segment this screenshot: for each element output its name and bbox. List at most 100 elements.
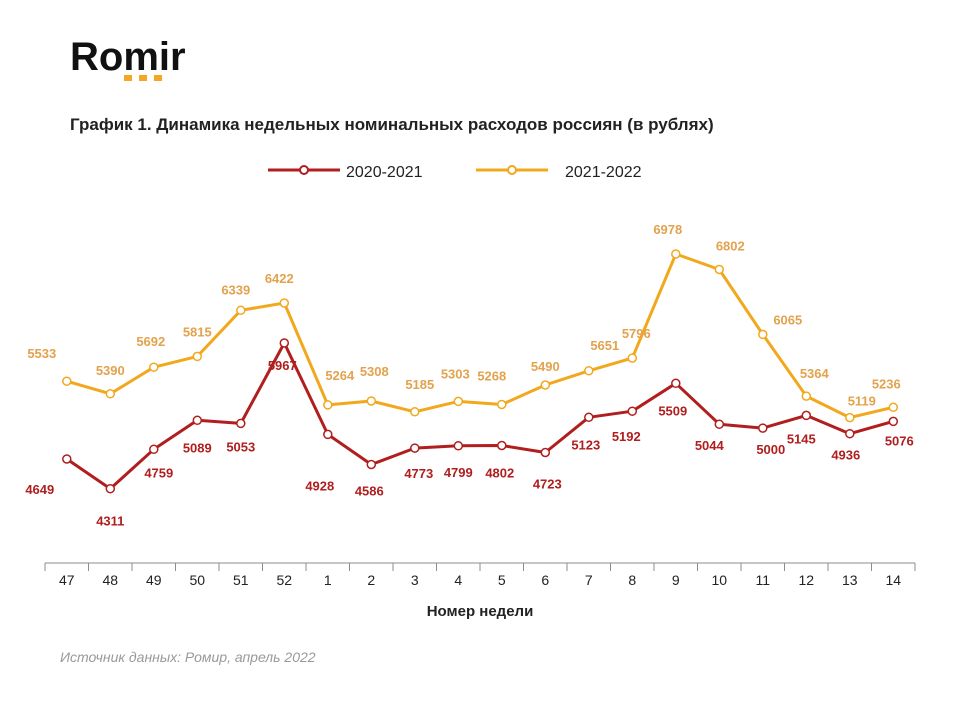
data-point bbox=[714, 264, 725, 275]
data-point bbox=[888, 402, 899, 413]
data-label: 6978 bbox=[653, 222, 682, 237]
legend-label-2021-2022: 2021-2022 bbox=[565, 164, 642, 181]
x-tick-label: 50 bbox=[189, 572, 205, 588]
data-label: 6065 bbox=[773, 312, 802, 327]
x-axis-title: Номер недели bbox=[427, 603, 534, 620]
series-layer: 4649 4311 4759 5089 5053 5967 4928 4586 4773 4799… bbox=[25, 222, 913, 529]
data-point bbox=[149, 444, 159, 455]
x-tick-label: 14 bbox=[885, 572, 901, 588]
data-label: 5490 bbox=[531, 359, 560, 374]
data-point bbox=[671, 378, 681, 389]
data-point bbox=[671, 249, 681, 259]
data-point bbox=[323, 400, 333, 410]
x-tick-label: 7 bbox=[585, 572, 593, 588]
data-point bbox=[714, 419, 725, 429]
data-label: 6339 bbox=[221, 282, 250, 297]
data-label: 5076 bbox=[885, 433, 914, 448]
x-tick-label: 2 bbox=[367, 572, 375, 588]
x-tick-label: 8 bbox=[628, 572, 636, 588]
data-label: 4586 bbox=[355, 484, 384, 499]
data-label: 5651 bbox=[590, 338, 619, 353]
x-tick-label: 10 bbox=[711, 572, 727, 588]
data-point bbox=[584, 366, 594, 376]
logo-dot bbox=[139, 75, 147, 81]
data-label: 4311 bbox=[96, 514, 124, 529]
data-label: 5123 bbox=[571, 437, 600, 452]
x-tick-label: 6 bbox=[541, 572, 549, 588]
data-label: 5364 bbox=[800, 366, 830, 381]
data-point bbox=[62, 454, 72, 464]
data-label: 4723 bbox=[533, 477, 562, 492]
data-label: 4773 bbox=[404, 466, 433, 481]
data-label: 4936 bbox=[831, 448, 860, 463]
data-point bbox=[192, 415, 203, 426]
data-label: 5000 bbox=[756, 442, 785, 457]
data-label: 5308 bbox=[360, 364, 389, 379]
data-point bbox=[323, 429, 333, 440]
x-tick-label: 3 bbox=[411, 572, 419, 588]
data-point bbox=[453, 441, 464, 451]
data-label: 5185 bbox=[405, 377, 434, 392]
logo-text: Romir bbox=[70, 35, 186, 79]
data-label: 5089 bbox=[183, 440, 212, 455]
series-line bbox=[65, 341, 894, 491]
data-point bbox=[758, 423, 768, 433]
data-point bbox=[149, 362, 159, 372]
logo-dot bbox=[124, 75, 132, 81]
x-tick-label: 9 bbox=[672, 572, 680, 588]
data-point bbox=[62, 376, 72, 386]
data-label: 5967 bbox=[268, 358, 297, 373]
data-point bbox=[453, 396, 464, 407]
data-label: 5796 bbox=[622, 326, 651, 341]
x-tick-label: 48 bbox=[102, 572, 118, 588]
data-point bbox=[105, 389, 116, 399]
data-point bbox=[410, 407, 420, 417]
data-label: 5303 bbox=[441, 366, 470, 381]
legend-marker-2021-2022 bbox=[507, 165, 517, 175]
data-point bbox=[366, 396, 377, 406]
x-tick-label: 12 bbox=[798, 572, 814, 588]
data-point bbox=[236, 418, 246, 429]
legend-item-2020-2021: 2020-2021 bbox=[268, 164, 423, 181]
data-point bbox=[410, 443, 420, 453]
data-label: 5268 bbox=[477, 369, 506, 384]
x-tick-label: 5 bbox=[498, 572, 506, 588]
x-tick-label: 51 bbox=[233, 572, 249, 588]
data-point bbox=[540, 447, 551, 458]
legend-item-2021-2022: 2021-2022 bbox=[476, 164, 642, 181]
data-label: 5053 bbox=[226, 439, 255, 454]
data-label: 5533 bbox=[27, 346, 56, 361]
data-point bbox=[366, 459, 377, 470]
logo-dot bbox=[154, 75, 162, 81]
legend-label-2020-2021: 2020-2021 bbox=[346, 164, 423, 181]
data-label: 5119 bbox=[848, 394, 876, 409]
data-point bbox=[497, 399, 507, 410]
data-label: 5692 bbox=[136, 334, 165, 349]
data-label: 4799 bbox=[444, 465, 473, 480]
data-label: 5192 bbox=[612, 429, 641, 444]
series-2021-2022: 5533 5390 5692 5815 6339 6422 5264 5308 5185 5303… bbox=[27, 222, 901, 423]
data-label: 4928 bbox=[305, 478, 334, 493]
x-tick-label: 11 bbox=[755, 572, 770, 588]
data-label: 4649 bbox=[25, 482, 54, 497]
data-point bbox=[540, 380, 551, 390]
data-point bbox=[105, 483, 116, 494]
data-label: 5264 bbox=[325, 368, 355, 383]
x-tick-label: 47 bbox=[59, 572, 75, 588]
data-label: 5509 bbox=[658, 403, 687, 418]
data-point bbox=[888, 416, 899, 427]
romir-logo: Romir bbox=[70, 35, 186, 81]
x-tick-label: 4 bbox=[454, 572, 462, 588]
data-point bbox=[192, 351, 203, 362]
data-label: 5236 bbox=[872, 376, 901, 391]
source-note: Источник данных: Ромир, апрель 2022 bbox=[60, 649, 316, 665]
series-2020-2021: 4649 4311 4759 5089 5053 5967 4928 4586 4773 4799… bbox=[25, 338, 914, 529]
data-label: 4759 bbox=[144, 465, 173, 480]
data-label: 5390 bbox=[96, 363, 125, 378]
data-point bbox=[758, 329, 768, 340]
data-label: 5815 bbox=[183, 324, 212, 339]
data-point bbox=[801, 410, 812, 421]
x-tick-label: 49 bbox=[146, 572, 162, 588]
